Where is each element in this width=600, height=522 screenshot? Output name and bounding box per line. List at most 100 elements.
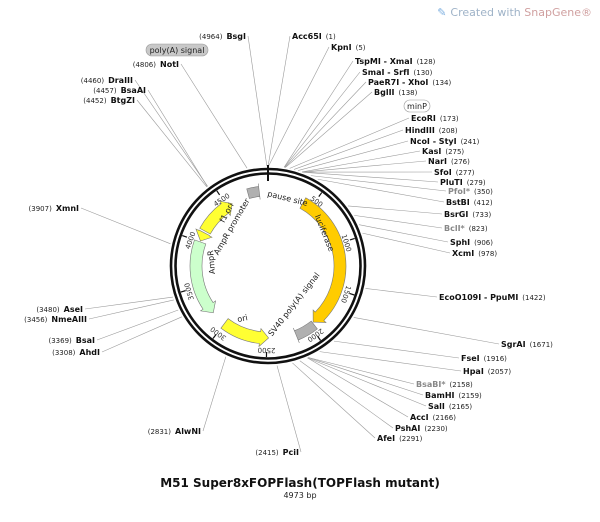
site-leader-line	[302, 171, 439, 183]
site-leader-line	[310, 175, 447, 192]
site-position: (173)	[440, 115, 459, 123]
site-label: NotI(4806)	[133, 60, 179, 69]
feature-luciferase	[299, 197, 347, 323]
site-position: (1)	[326, 33, 336, 41]
site-name: Acc65I	[292, 32, 322, 41]
site-name: XmnI	[56, 204, 79, 213]
feature-sv40-poly-a-signal	[293, 320, 318, 343]
site-name: SgrAI	[501, 340, 526, 349]
site-position: (2831)	[148, 428, 172, 436]
ruler-tick	[318, 192, 323, 197]
site-leader-line	[308, 357, 424, 396]
site-name: NcoI - StyI	[410, 137, 457, 146]
site-position: (4964)	[199, 33, 223, 41]
site-leader-line	[301, 150, 421, 173]
site-label: SfoI (277)	[434, 168, 475, 177]
feature-ampr-promoter	[195, 228, 213, 242]
site-leader-line	[307, 357, 409, 418]
site-position: (2415)	[255, 449, 279, 457]
polya-signal-tag: poly(A) signal	[145, 43, 209, 57]
site-leader-line	[307, 357, 427, 407]
site-name: KasI	[422, 147, 441, 156]
site-label: Acc65I (1)	[292, 32, 336, 41]
site-name: BglII	[374, 88, 395, 97]
site-label: BsgI(4964)	[199, 32, 246, 41]
site-label: PaeR7I - XhoI (134)	[368, 78, 451, 87]
site-position: (138)	[399, 89, 418, 97]
site-position: (3456)	[24, 316, 48, 324]
site-name: HpaI	[463, 367, 484, 376]
site-name: AhdI	[79, 348, 100, 357]
site-leader-line	[96, 309, 179, 341]
site-label: HpaI (2057)	[463, 367, 511, 376]
site-position: (279)	[467, 179, 486, 187]
feature-pause-site	[246, 183, 261, 200]
site-label: BsaBI* (2158)	[416, 380, 473, 389]
ruler-tick	[349, 237, 355, 241]
site-leader-line	[362, 232, 451, 254]
site-position: (3480)	[36, 306, 60, 314]
site-label: KpnI (5)	[331, 43, 366, 52]
site-position: (2158)	[450, 381, 474, 389]
site-leader-line	[359, 224, 449, 243]
site-leader-line	[354, 215, 443, 229]
site-position: (4806)	[133, 61, 157, 69]
ruler-tick	[349, 292, 355, 296]
site-position: (4457)	[93, 87, 117, 95]
feature-ori	[220, 318, 270, 348]
site-name: DraIII	[108, 76, 133, 85]
site-name: PshAI	[395, 424, 420, 433]
site-label: DraIII(4460)	[81, 76, 133, 85]
site-position: (277)	[456, 169, 475, 177]
site-leader-line	[308, 357, 415, 385]
site-name: PfoI*	[448, 187, 471, 196]
site-label: TspMI - XmaI (128)	[355, 57, 436, 66]
snapgene-watermark: ✎ Created with SnapGene®	[437, 6, 592, 19]
site-label: SalI (2165)	[428, 402, 472, 411]
site-name: BsgI	[226, 32, 246, 41]
site-leader-line	[289, 117, 410, 169]
site-leader-line	[276, 365, 302, 453]
site-labels: Acc65I (1) KpnI (5) TspMI - XmaI (128) SmaI - …	[24, 32, 553, 457]
site-position: (3369)	[48, 337, 72, 345]
site-position: (412)	[474, 199, 493, 207]
ruler-tick-label: 2500	[258, 346, 276, 354]
site-name: PluTI	[440, 178, 463, 187]
site-name: KpnI	[331, 43, 352, 52]
site-position: (128)	[417, 58, 436, 66]
site-label: NarI (276)	[428, 157, 470, 166]
site-name: HindIII	[405, 126, 435, 135]
site-label: AseI (3480)	[36, 305, 83, 314]
feature-label-pause-site: pause site	[267, 189, 309, 208]
site-leader-line	[267, 35, 291, 167]
ruler-tick	[180, 290, 186, 293]
site-leader-line	[134, 79, 208, 187]
site-label: BamHI (2159)	[425, 391, 482, 400]
site-label: BglII (138)	[374, 88, 418, 97]
site-label: NcoI - StyI (241)	[410, 137, 480, 146]
site-name: TspMI - XmaI	[355, 57, 413, 66]
site-name: BamHI	[425, 391, 455, 400]
site-name: AseI	[64, 305, 83, 314]
site-name: BsaAI	[121, 86, 146, 95]
site-label: AhdI(3308)	[52, 348, 100, 357]
site-name: NotI	[160, 60, 179, 69]
site-name: SfoI	[434, 168, 452, 177]
site-label: EcoRI (173)	[411, 114, 459, 123]
site-label: SmaI - SrfI (130)	[362, 68, 433, 77]
site-name: BclI*	[444, 224, 466, 233]
site-position: (5)	[356, 44, 366, 52]
site-name: EcoRI	[411, 114, 436, 123]
site-label: AccI (2166)	[410, 413, 456, 422]
site-leader-line	[299, 360, 394, 429]
site-leader-line	[101, 316, 182, 353]
watermark-brand: SnapGene®	[524, 6, 592, 19]
site-label: BsaI (3369)	[48, 336, 95, 345]
site-position: (823)	[469, 225, 488, 233]
site-leader-line	[317, 178, 445, 203]
site-label: BtgZI (4452)	[83, 96, 135, 105]
site-name: BsaBI*	[416, 380, 446, 389]
ruler-tick	[216, 190, 221, 196]
site-leader-line	[297, 140, 409, 171]
